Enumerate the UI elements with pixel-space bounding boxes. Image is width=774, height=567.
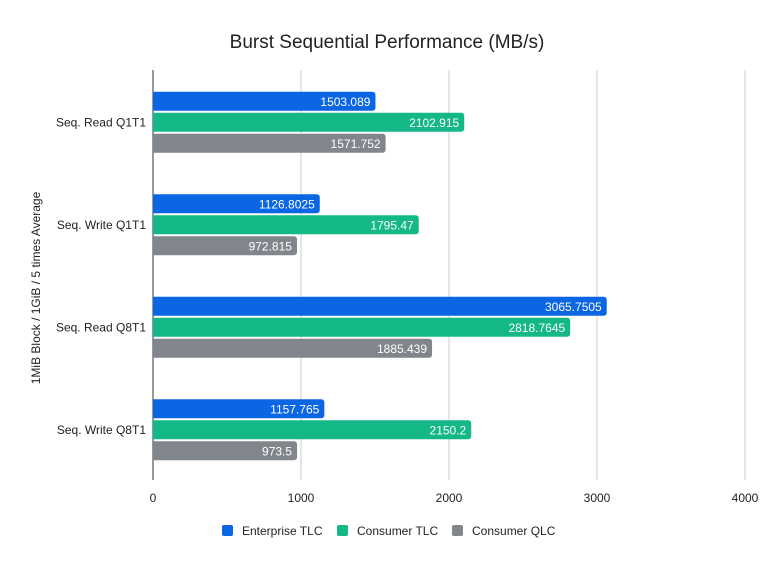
legend-label: Enterprise TLC	[242, 524, 323, 538]
bar	[153, 133, 386, 153]
bar	[152, 91, 376, 111]
y-category-label: Seq. Write Q1T1	[57, 218, 146, 232]
bar	[153, 399, 325, 419]
legend-swatch	[222, 525, 233, 536]
bar	[153, 441, 298, 461]
bar	[153, 420, 472, 440]
y-category-label: Seq. Write Q8T1	[57, 423, 146, 437]
data-label: 1126.8025	[259, 197, 315, 211]
chart-title: Burst Sequential Performance (MB/s)	[230, 32, 545, 53]
y-axis-label: 1MiB Block / 1GiB / 5 times Average	[29, 191, 43, 384]
data-label: 2818.7645	[508, 321, 565, 335]
legend-swatch	[452, 525, 463, 536]
x-tick-label: 1000	[288, 491, 315, 505]
bar	[153, 215, 419, 235]
bar	[153, 194, 320, 214]
legend: Enterprise TLC Consumer TLC Consumer QLC	[222, 524, 556, 538]
data-label: 1795.47	[370, 218, 414, 232]
data-label: 1157.765	[270, 402, 319, 416]
data-label: 1571.752	[331, 137, 381, 151]
data-label: 2102.915	[409, 116, 459, 130]
y-category-label: Seq. Read Q1T1	[56, 115, 146, 129]
bar	[153, 112, 465, 132]
data-label: 1503.089	[320, 95, 370, 109]
data-label: 973.5	[262, 444, 292, 458]
data-label: 972.815	[249, 239, 293, 253]
legend-label: Consumer TLC	[357, 524, 438, 538]
x-tick-label: 3000	[584, 491, 611, 505]
bar	[153, 296, 607, 316]
legend-label: Consumer QLC	[472, 524, 556, 538]
bar	[152, 317, 571, 337]
data-label: 3065.7505	[545, 300, 602, 314]
data-label: 1885.439	[377, 342, 427, 356]
x-tick-label: 2000	[436, 491, 463, 505]
y-category-label: Seq. Read Q8T1	[56, 320, 146, 334]
legend-swatch	[337, 525, 348, 536]
x-tick-label: 4000	[732, 491, 759, 505]
x-tick-label: 0	[150, 491, 157, 505]
bar	[153, 236, 297, 256]
bar	[153, 338, 433, 358]
data-label: 2150.2	[430, 423, 467, 437]
